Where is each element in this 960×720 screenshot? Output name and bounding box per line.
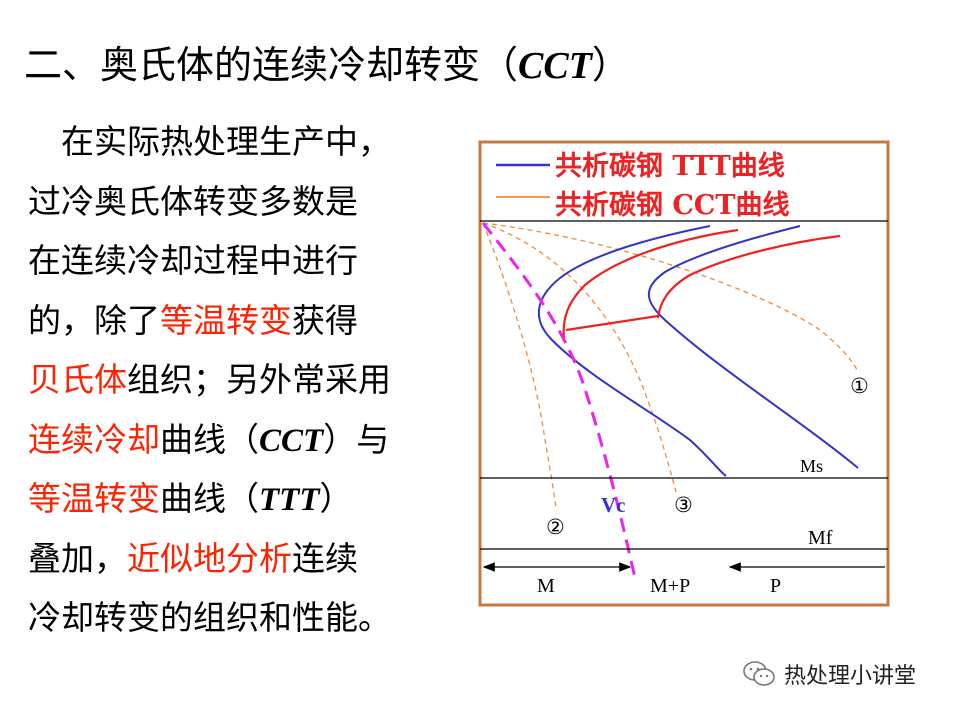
legend-ttt-label: 共析碳钢 TTT曲线 bbox=[555, 151, 785, 182]
zone-m-label: M bbox=[537, 575, 555, 597]
zone-p-label: P bbox=[770, 575, 781, 597]
slide-title: 二、奥氏体的连续冷却转变（CCT） bbox=[24, 43, 630, 87]
cct-finish-curve bbox=[656, 234, 841, 319]
highlight-approx-analysis: 近似地分析 bbox=[127, 538, 292, 578]
body-line-9: 冷却转变的组织和性能。 bbox=[28, 598, 391, 637]
curve-1-label: ① bbox=[850, 374, 869, 398]
body-line-7: 等温转变曲线（TTT） bbox=[28, 479, 353, 518]
body-line-4: 的，除了等温转变获得 bbox=[28, 300, 358, 340]
ttt-start-curve bbox=[537, 225, 727, 477]
body-line-5: 贝氏体组织；另外常采用 bbox=[28, 360, 391, 399]
cooling-curve-2 bbox=[482, 222, 557, 509]
body-line-2: 过冷奥氏体转变多数是 bbox=[28, 181, 358, 221]
diagram-frame bbox=[478, 140, 890, 607]
highlight-bainite: 贝氏体 bbox=[28, 360, 127, 399]
watermark-text: 热处理小讲堂 bbox=[784, 664, 917, 689]
highlight-continuous-cooling: 连续冷却 bbox=[28, 419, 160, 459]
legend-cct-label: 共析碳钢 CCT曲线 bbox=[555, 190, 789, 221]
body-line-3: 在连续冷却过程中进行 bbox=[28, 241, 358, 280]
body-line-8: 叠加，近似地分析连续 bbox=[28, 538, 358, 578]
highlight-isothermal: 等温转变 bbox=[160, 300, 292, 340]
cooling-curve-3 bbox=[482, 222, 677, 493]
curve-2-label: ② bbox=[546, 515, 565, 539]
cooling-curve-1 bbox=[482, 222, 859, 373]
ms-label: Ms bbox=[800, 456, 823, 476]
cct-start-curve bbox=[562, 228, 739, 341]
body-line-6: 连续冷却曲线（CCT）与 bbox=[28, 419, 390, 459]
cct-stop-line bbox=[565, 314, 659, 332]
body-line-1: 在实际热处理生产中， bbox=[61, 122, 391, 161]
watermark: 热处理小讲堂 bbox=[742, 658, 916, 690]
vc-label: Vc bbox=[601, 493, 626, 517]
zone-mp-label: M+P bbox=[650, 575, 690, 597]
mf-label: Mf bbox=[808, 527, 833, 549]
wechat-icon bbox=[743, 661, 775, 686]
highlight-isothermal-2: 等温转变 bbox=[28, 479, 160, 518]
vc-curve bbox=[481, 222, 637, 579]
curve-3-label: ③ bbox=[674, 493, 693, 517]
body-paragraph: 在实际热处理生产中， 过冷奥氏体转变多数是 在连续冷却过程中进行 的，除了等温转… bbox=[28, 112, 448, 648]
ttt-finish-curve bbox=[647, 225, 859, 469]
